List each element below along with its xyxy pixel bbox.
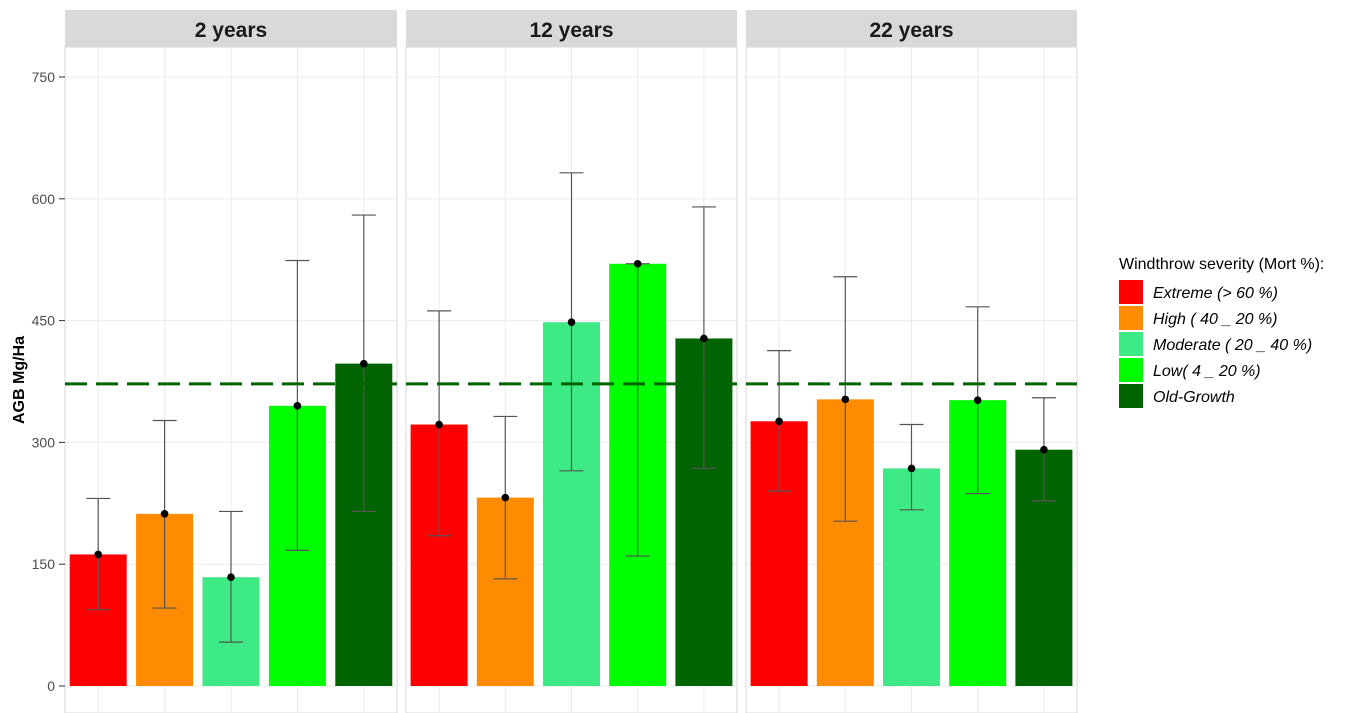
legend-swatch (1119, 332, 1143, 356)
facet-strip (65, 10, 397, 47)
legend-entry: Old-Growth (1153, 389, 1235, 406)
mean-point (700, 334, 708, 343)
y-tick-label: 600 (32, 191, 56, 207)
legend-swatch (1119, 306, 1143, 330)
mean-point (501, 493, 510, 502)
y-tick-label: 150 (32, 556, 56, 572)
facet-panels: 2 years 12 years 22 years (64, 10, 1078, 713)
mean-point (1040, 445, 1048, 454)
legend-entry: Moderate ( 20 _ 40 %) (1153, 337, 1312, 354)
y-axis: 0 150 300 450 600 750 (32, 69, 65, 694)
mean-point (907, 464, 916, 473)
y-axis-label: AGB Mg/Ha (11, 336, 28, 424)
y-tick-label: 300 (32, 434, 56, 450)
legend-title: Windthrow severity (Mort %): (1119, 256, 1324, 273)
mean-point (293, 402, 302, 410)
mean-point (360, 359, 368, 368)
y-tick-label: 750 (32, 69, 56, 85)
mean-point (841, 395, 850, 404)
legend-entry: High ( 40 _ 20 %) (1153, 311, 1278, 328)
facet-strip (746, 10, 1077, 47)
facet-label: 12 years (529, 19, 613, 42)
y-tick-label: 0 (47, 678, 55, 694)
legend-entry: Extreme (> 60 %) (1153, 285, 1278, 302)
mean-point (94, 550, 102, 559)
facet-label: 22 years (869, 19, 953, 42)
facet-panel: 22 years (745, 10, 1078, 713)
legend-entry: Low( 4 _ 20 %) (1153, 363, 1261, 380)
legend: Windthrow severity (Mort %): Extreme (> 6… (1119, 256, 1324, 408)
mean-point (435, 420, 443, 429)
mean-point (160, 510, 169, 518)
facet-panel: 2 years (64, 10, 398, 713)
mean-point (775, 417, 783, 426)
facet-panel: 12 years (405, 10, 738, 713)
facet-strip (406, 10, 737, 47)
facet-label: 2 years (195, 19, 267, 42)
mean-point (633, 259, 642, 268)
mean-point (227, 573, 235, 581)
mean-point (567, 318, 576, 327)
legend-swatch (1119, 280, 1143, 304)
legend-swatch (1119, 358, 1143, 382)
legend-swatch (1119, 384, 1143, 408)
y-tick-label: 450 (32, 313, 56, 329)
mean-point (973, 396, 982, 404)
